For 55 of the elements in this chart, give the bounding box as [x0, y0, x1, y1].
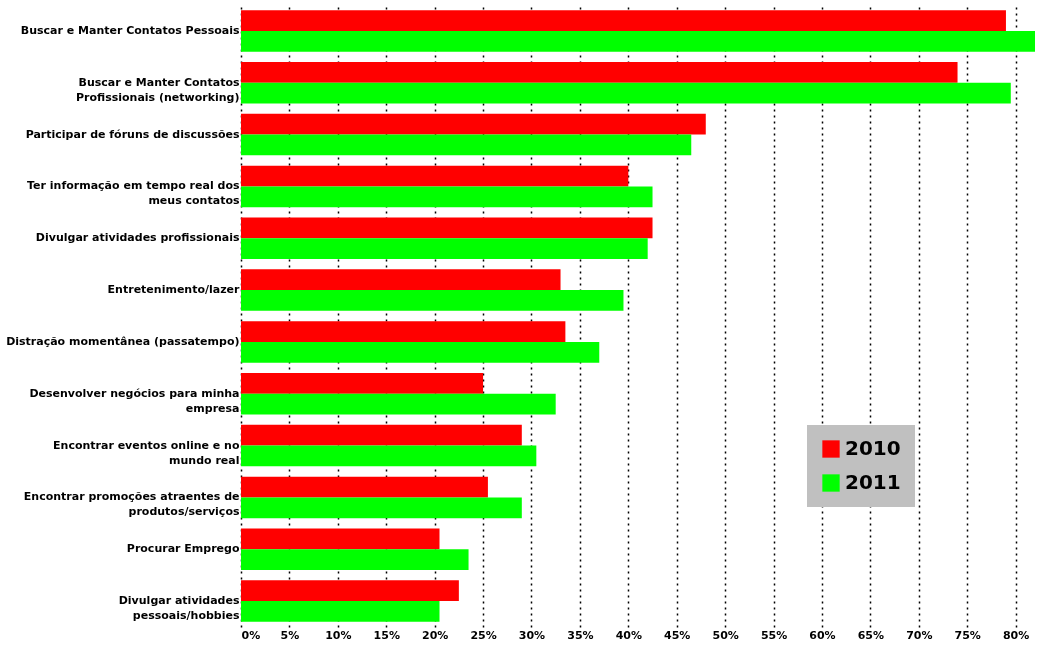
bar [241, 186, 653, 208]
x-tick-label: 30% [518, 628, 546, 642]
bar [241, 321, 566, 342]
bar [241, 269, 561, 291]
x-tick-label: 0% [241, 628, 261, 642]
x-tick-label: 80% [1002, 628, 1030, 642]
x-tick-label: 40% [615, 628, 642, 642]
legend-label: 2011 [845, 470, 901, 494]
x-tick-label: 25% [470, 628, 497, 642]
y-tick-label: Divulgar atividades profissionais [35, 231, 240, 245]
x-tick-label: 35% [567, 628, 594, 642]
legend-label: 2010 [845, 436, 901, 460]
bar [241, 424, 522, 446]
bar [241, 580, 459, 602]
x-tick-label: 50% [712, 628, 739, 642]
bar [241, 134, 692, 156]
bar [241, 82, 1011, 104]
bar [241, 10, 1006, 31]
bar [241, 290, 624, 311]
x-tick-label: 45% [664, 628, 691, 642]
y-tick-label: Entretenimento/lazer [107, 283, 241, 297]
y-tick-label: Desenvolver negócios para minha empresa [29, 386, 240, 415]
x-tick-label: 55% [760, 628, 788, 642]
bar [241, 528, 440, 550]
x-tick-label: 75% [954, 628, 981, 642]
bar [241, 445, 537, 467]
y-tick-label: Buscar e Manter Contatos Profissionais (networking) [75, 75, 240, 104]
bar [241, 393, 556, 415]
y-tick-label: Participar de fóruns de discussões [25, 127, 240, 141]
bar [241, 497, 522, 519]
bar [241, 601, 440, 622]
x-tick-label: 65% [857, 628, 885, 642]
bar [241, 549, 469, 570]
bar [241, 62, 958, 83]
x-tick-label: 60% [809, 628, 836, 642]
bar [241, 217, 653, 239]
bar [241, 165, 629, 187]
x-tick-label: 70% [906, 628, 933, 642]
y-tick-label: Procurar Emprego [126, 542, 240, 556]
x-tick-label: 15% [373, 628, 400, 642]
bar [241, 341, 600, 363]
x-tick-label: 20% [421, 628, 449, 642]
bar [241, 113, 706, 135]
bar [241, 238, 648, 259]
y-tick-label: Ter informação em tempo real dos meus contatos [27, 179, 240, 208]
bar [241, 30, 1035, 52]
bar [241, 476, 488, 498]
x-tick-label: 5% [280, 628, 300, 642]
y-tick-label: Buscar e Manter Contatos Pessoais [20, 23, 240, 37]
y-tick-label: Encontrar eventos online e no mundo real [53, 438, 240, 467]
y-tick-label: Distração momentânea (passatempo) [6, 334, 240, 348]
x-tick-label: 10% [325, 628, 352, 642]
y-tick-label: Divulgar atividades pessoais/hobbies [118, 594, 240, 623]
bar [241, 373, 484, 394]
y-tick-label: Encontrar promoções atraentes de produtos/serviços [23, 490, 240, 519]
